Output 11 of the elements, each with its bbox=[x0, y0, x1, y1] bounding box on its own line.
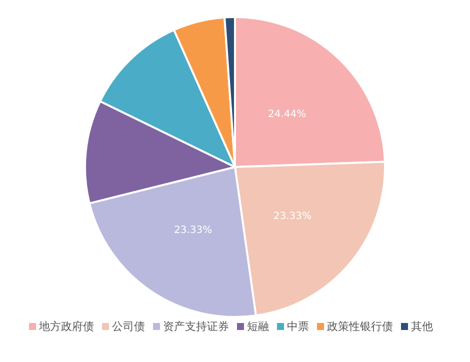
legend-label: 地方政府债 bbox=[38, 320, 94, 333]
legend-label: 短融 bbox=[247, 320, 269, 333]
data-label: 23.33% bbox=[174, 225, 212, 236]
data-label: 23.33% bbox=[273, 211, 312, 222]
legend-label: 政策性银行债 bbox=[327, 320, 393, 333]
pie: 24.44% 23.33% 23.33% bbox=[84, 16, 386, 318]
legend-label: 资产支持证券 bbox=[163, 320, 229, 333]
legend-label: 其他 bbox=[411, 320, 433, 333]
data-label: 24.44% bbox=[268, 109, 306, 120]
legend-label: 公司债 bbox=[112, 320, 145, 333]
legend-label: 中票 bbox=[287, 320, 309, 333]
